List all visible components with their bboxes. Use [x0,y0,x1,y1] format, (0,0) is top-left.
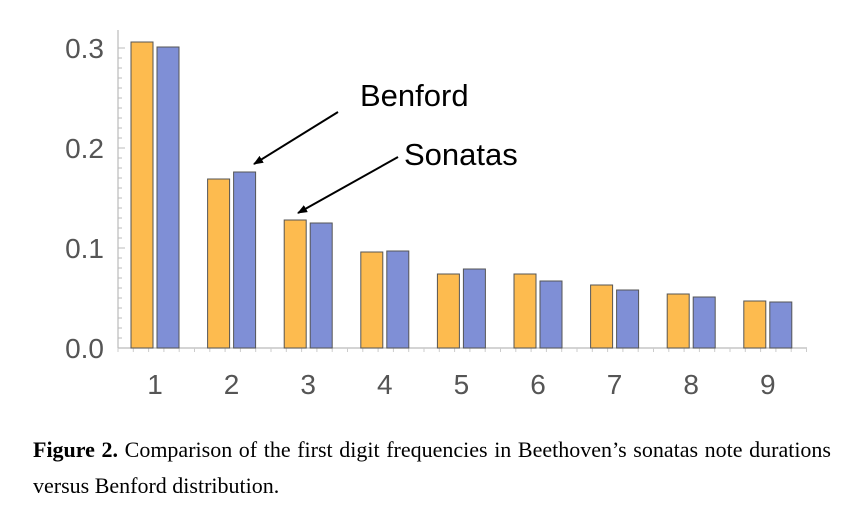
benford-bar [692,296,716,349]
annotations: Benford Sonatas [253,78,518,214]
sonatas-bar [130,41,154,349]
benford-annotation-label: Benford [360,78,469,113]
x-tick-label: 6 [530,369,546,400]
caption-label: Figure 2. [33,437,119,462]
caption-text: Comparison of the first digit frequencie… [33,437,831,498]
benford-bar [309,222,333,349]
sonatas-annotation-label: Sonatas [404,137,518,172]
y-tick-label: 0.0 [65,333,104,364]
sonatas-bar [283,219,307,349]
benford-arrow [253,111,339,165]
x-tick-label: 3 [300,369,316,400]
sonatas-bar [436,273,460,349]
figure-caption: Figure 2. Comparison of the first digit … [33,432,831,504]
axes: 0.0 0.1 0.2 0.3 1 2 3 4 5 6 7 8 9 [65,30,807,400]
x-tick-label: 1 [147,369,163,400]
x-tick-label: 8 [683,369,699,400]
sonatas-arrow [297,156,399,214]
benford-bar [539,280,563,349]
x-tick-label: 9 [760,369,776,400]
sonatas-bar [207,178,231,349]
benford-bar [462,268,486,349]
benford-bar [233,171,257,349]
sonatas-bar [666,293,690,349]
x-tick-label: 4 [377,369,393,400]
x-tick-label: 7 [607,369,623,400]
sonatas-bar [743,300,767,349]
sonatas-bar [513,273,537,349]
y-tick-label: 0.1 [65,233,104,264]
x-tick-label: 2 [224,369,240,400]
benford-bar [386,250,410,349]
sonatas-bar [360,251,384,349]
x-tick-label: 5 [454,369,470,400]
y-tick-label: 0.3 [65,33,104,64]
benford-bar [616,289,640,349]
bars [130,41,793,349]
y-tick-label: 0.2 [65,133,104,164]
benford-bar [156,46,180,349]
sonatas-bar [590,284,614,349]
chart: 0.0 0.1 0.2 0.3 1 2 3 4 5 6 7 8 9 Benford Sonatas [65,30,807,400]
benford-bar [769,301,793,349]
